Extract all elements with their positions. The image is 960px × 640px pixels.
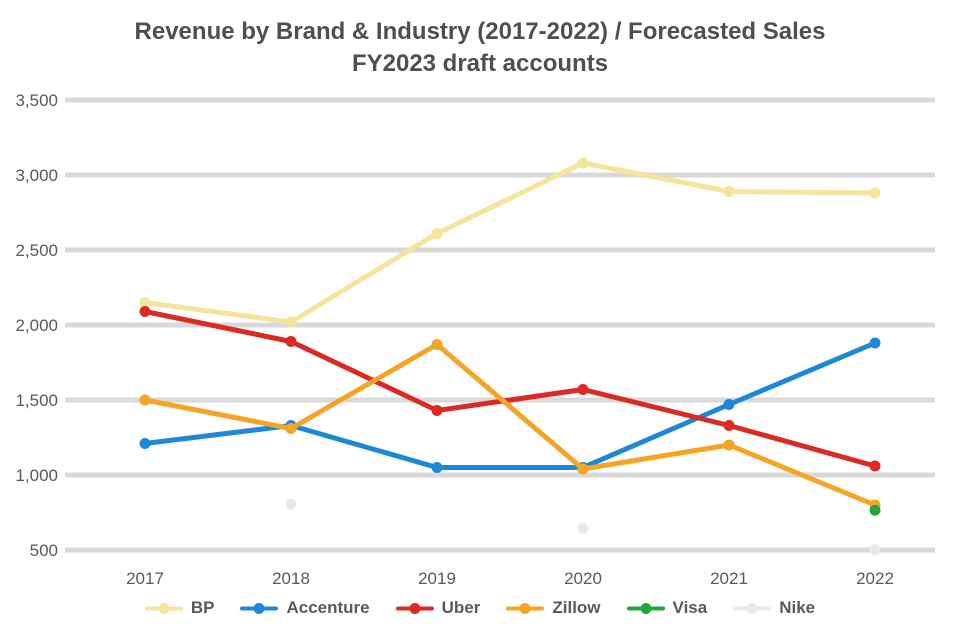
- legend-item-bp: BP: [144, 598, 215, 618]
- legend-marker-icon: [519, 602, 531, 614]
- data-point-uber-2021: [723, 420, 735, 431]
- legend-label: Zillow: [552, 598, 601, 617]
- legend: BP Accenture Uber Zillow Visa Nike: [0, 598, 960, 618]
- legend-swatch-icon: [240, 602, 279, 614]
- legend-swatch-icon: [733, 602, 772, 614]
- legend-marker-icon: [158, 602, 170, 614]
- legend-item-visa: Visa: [626, 598, 708, 618]
- series-line-zillow: [142, 342, 878, 508]
- data-point-nike-2018: [285, 498, 297, 510]
- legend-item-uber: Uber: [395, 598, 481, 618]
- data-point-bp-2022: [869, 187, 881, 199]
- data-point-zillow-2019: [431, 339, 443, 350]
- y-tick-label: 1,500: [15, 391, 58, 410]
- legend-swatch-icon: [506, 602, 545, 614]
- legend-label: Accenture: [286, 598, 370, 617]
- y-tick-label: 1,000: [15, 466, 58, 485]
- chart-title: Revenue by Brand & Industry (2017-2022) …: [0, 16, 960, 80]
- data-point-uber-2018: [285, 336, 297, 347]
- x-tick-label: 2019: [418, 569, 456, 588]
- data-point-accenture-2017: [139, 438, 151, 449]
- legend-swatch-icon: [626, 602, 665, 614]
- legend-swatch-icon: [144, 602, 183, 614]
- legend-item-zillow: Zillow: [506, 598, 601, 618]
- data-point-uber-2017: [139, 306, 151, 317]
- data-point-nike-2022: [869, 544, 881, 556]
- data-point-uber-2019: [431, 405, 443, 416]
- data-point-bp-2019: [431, 228, 443, 239]
- legend-swatch-icon: [395, 602, 434, 614]
- data-point-bp-2018: [285, 316, 297, 328]
- data-point-visa-2022: [869, 504, 881, 516]
- x-tick-label: 2018: [272, 569, 310, 588]
- y-tick-label: 2,000: [15, 316, 58, 335]
- data-point-zillow-2021: [723, 439, 735, 451]
- data-point-accenture-2019: [431, 462, 443, 473]
- legend-label: Visa: [672, 598, 708, 617]
- legend-marker-icon: [746, 602, 758, 614]
- data-point-zillow-2017: [139, 394, 151, 406]
- data-point-bp-2017: [139, 297, 151, 308]
- y-tick-label: 2,500: [15, 241, 58, 260]
- legend-marker-icon: [640, 602, 652, 614]
- data-point-bp-2020: [577, 157, 589, 169]
- y-tick-label: 3,000: [15, 166, 58, 185]
- y-tick-label: 3,500: [15, 91, 58, 110]
- legend-item-accenture: Accenture: [240, 598, 370, 618]
- legend-label: Uber: [441, 598, 481, 617]
- data-point-nike-2020: [577, 522, 589, 534]
- x-tick-label: 2020: [564, 569, 602, 588]
- data-point-bp-2021: [723, 186, 735, 197]
- x-tick-label: 2022: [856, 569, 894, 588]
- x-tick-label: 2021: [710, 569, 748, 588]
- legend-marker-icon: [253, 602, 265, 614]
- data-point-zillow-2018: [285, 423, 297, 434]
- data-point-zillow-2020: [577, 463, 589, 475]
- data-point-uber-2022: [869, 460, 881, 472]
- legend-label: Nike: [779, 598, 816, 617]
- series-line-accenture: [142, 340, 878, 470]
- legend-marker-icon: [409, 602, 421, 614]
- legend-item-nike: Nike: [733, 598, 815, 618]
- series-line-bp: [142, 160, 878, 325]
- chart-title-line1: Revenue by Brand & Industry (2017-2022) …: [134, 18, 826, 45]
- x-tick-label: 2017: [126, 569, 164, 588]
- data-point-accenture-2022: [869, 337, 881, 349]
- series-line-uber: [142, 309, 878, 469]
- chart-title-line2: FY2023 draft accounts: [351, 50, 609, 77]
- data-point-accenture-2021: [723, 399, 735, 410]
- data-point-uber-2020: [577, 384, 589, 395]
- legend-label: BP: [190, 598, 215, 617]
- y-tick-label: 500: [30, 541, 58, 560]
